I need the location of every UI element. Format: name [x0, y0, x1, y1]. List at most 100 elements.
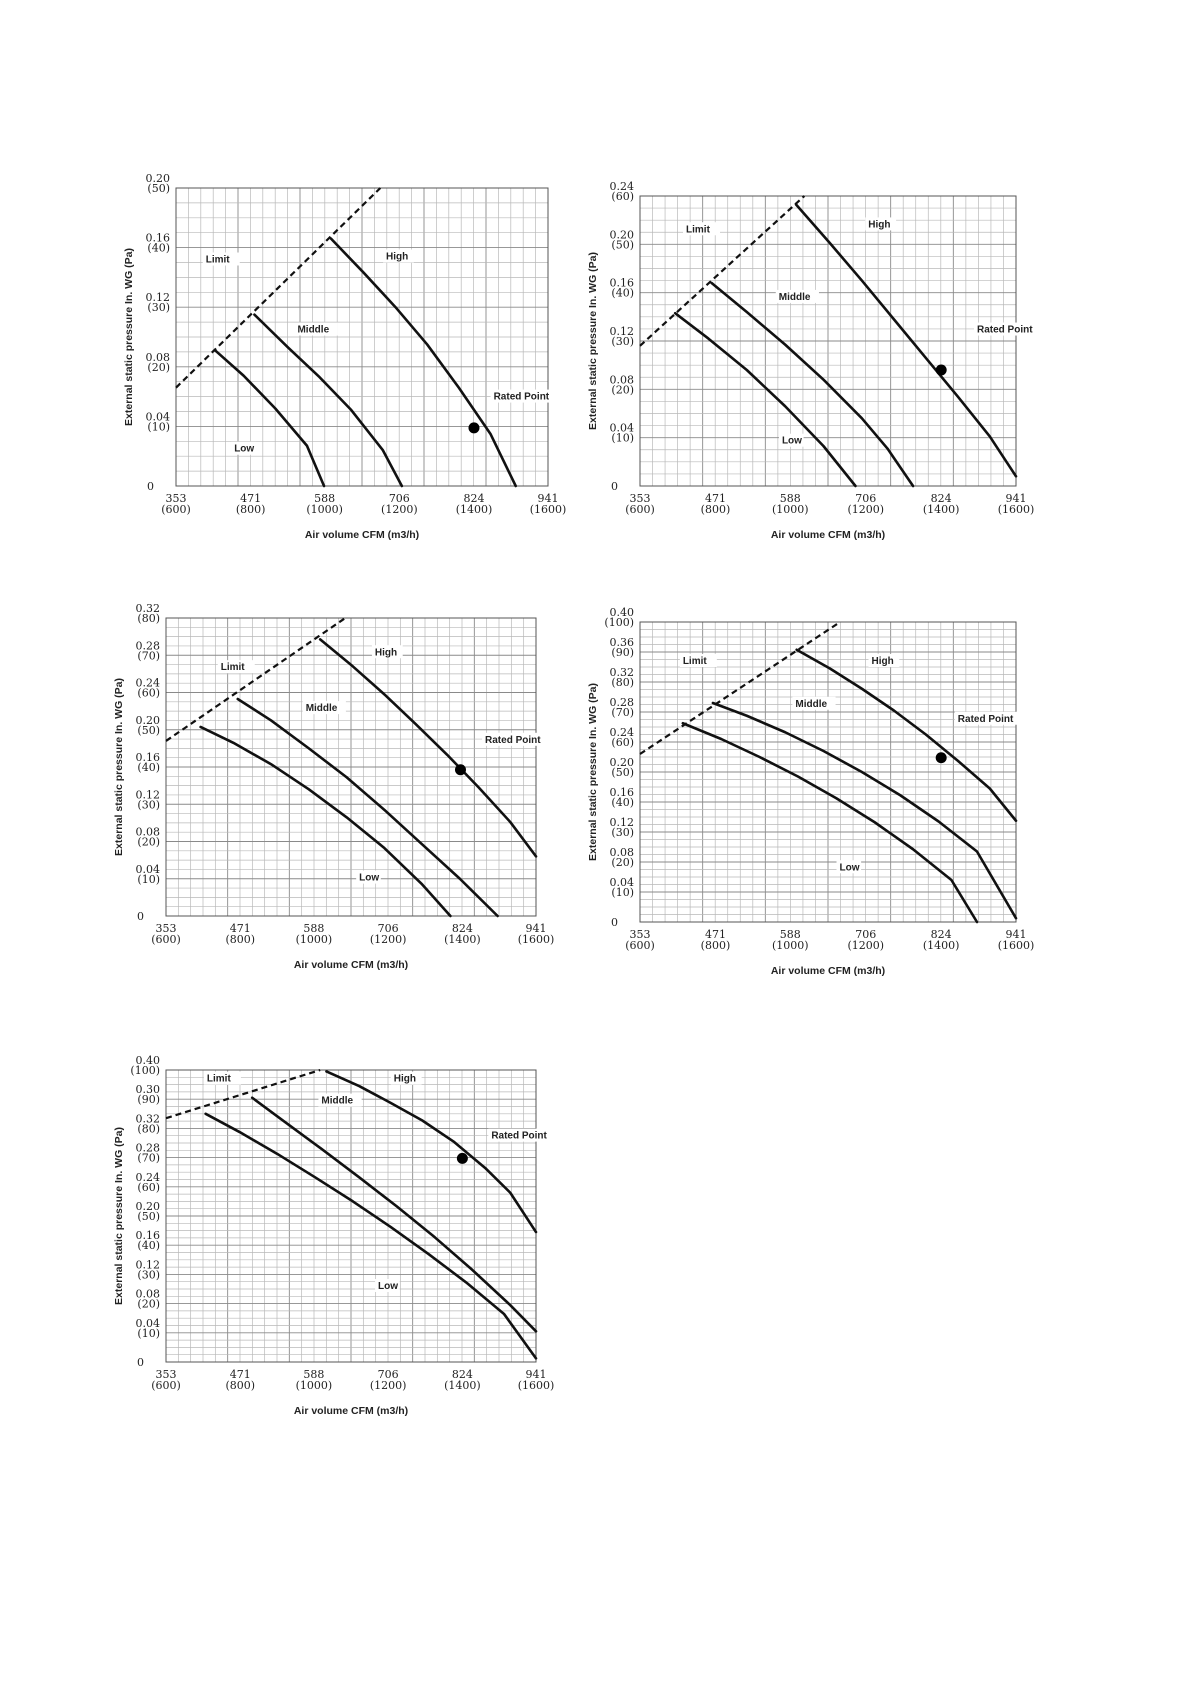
- x-tick-sublabel: (1600): [998, 503, 1035, 516]
- x-tick-sublabel: (1200): [847, 503, 884, 516]
- plot-frame: [639, 195, 1017, 487]
- x-axis-label: Air volume CFM (m3/h): [294, 1405, 408, 1417]
- rated-point-label: Rated Point: [491, 1131, 547, 1142]
- y-tick-sublabel: (30): [147, 301, 170, 314]
- y-tick-sublabel: (10): [137, 873, 160, 886]
- series-label-low-bg: [836, 860, 862, 874]
- y-tick-label: 0.30: [136, 1083, 161, 1096]
- y-tick-sublabel: (60): [137, 1181, 160, 1194]
- y-tick-sublabel: (80): [137, 612, 160, 625]
- x-tick-sublabel: (1400): [456, 503, 493, 516]
- x-tick-label: 471: [230, 1368, 251, 1381]
- series-line-middle: [236, 697, 499, 918]
- x-tick-sublabel: (1400): [923, 939, 960, 952]
- x-tick-sublabel: (1000): [772, 503, 809, 516]
- x-axis-label: Air volume CFM (m3/h): [294, 959, 408, 971]
- x-tick-label: 824: [452, 1368, 473, 1381]
- plot-frame: [639, 621, 1017, 923]
- grid: [639, 621, 1017, 923]
- x-tick-sublabel: (1400): [444, 1379, 481, 1392]
- x-axis-label: Air volume CFM (m3/h): [771, 529, 885, 541]
- limit-label-bg: [203, 1071, 241, 1085]
- y-tick-label: 0.32: [610, 666, 635, 679]
- series-label-low-bg: [231, 441, 256, 455]
- y-tick-sublabel: (60): [611, 736, 634, 749]
- x-tick-label: 706: [855, 492, 876, 505]
- y-tick-label: 0.04: [610, 422, 635, 435]
- series-label-low: Low: [782, 436, 802, 447]
- y-tick-sublabel: (20): [611, 856, 634, 869]
- series-label-high: High: [394, 1074, 416, 1085]
- series-labels: Limit High Middle Low Rated Point: [217, 645, 557, 884]
- x-axis-ticks: 353(600) 471(800) 588(1000) 706(1200) 824(14…: [151, 1368, 554, 1392]
- limit-line: [639, 195, 806, 347]
- rated-point-label-bg: [490, 389, 565, 403]
- y-tick-sublabel: (70): [611, 706, 634, 719]
- x-tick-label: 353: [166, 492, 187, 505]
- x-tick-sublabel: (800): [701, 503, 731, 516]
- y-tick-label: 0.12: [610, 325, 635, 338]
- rated-point-label-bg: [488, 1128, 563, 1142]
- series-label-high-bg: [383, 249, 414, 263]
- y-tick-sublabel: (10): [611, 886, 634, 899]
- rated-point-label: Rated Point: [494, 392, 550, 403]
- rated-point-marker: [468, 422, 480, 434]
- y-tick-label: 0.24: [610, 726, 635, 739]
- y-tick-label: 0.04: [136, 1317, 161, 1330]
- y-tick-sublabel: (40): [147, 242, 170, 255]
- x-tick-sublabel: (800): [236, 503, 266, 516]
- y-axis-ticks: 0 0.04(10) 0.08(20) 0.12(30) 0.16(40) 0.20(50…: [604, 606, 634, 929]
- y-tick-label: 0.32: [136, 602, 161, 615]
- series-line-high: [795, 648, 1018, 823]
- x-tick-label: 941: [1006, 492, 1027, 505]
- series-line-low: [204, 1112, 538, 1360]
- y-axis-ticks: 0 0.04(10) 0.08(20) 0.12(30) 0.16(40) 0.20(50…: [136, 602, 161, 923]
- y-tick-sublabel: (50): [137, 724, 160, 737]
- series-label-low-bg: [356, 870, 381, 884]
- x-tick-sublabel: (1400): [444, 933, 481, 946]
- rated-point-marker: [935, 364, 947, 376]
- y-tick-sublabel: (100): [604, 616, 634, 629]
- y-tick-label: 0.20: [136, 714, 161, 727]
- x-tick-label: 471: [705, 492, 726, 505]
- x-tick-sublabel: (600): [625, 939, 655, 952]
- y-tick-sublabel: (50): [137, 1210, 160, 1223]
- y-tick-sublabel: (50): [147, 182, 170, 195]
- y-tick-sublabel: (30): [137, 798, 160, 811]
- rated-point-label-bg: [482, 732, 557, 746]
- y-tick-sublabel: (90): [137, 1093, 160, 1106]
- rated-point-marker: [454, 764, 466, 776]
- series-label-low: Low: [359, 873, 379, 884]
- y-axis-ticks: 0 0.04(10) 0.08(20) 0.12(30) 0.16(40) 0.20(50…: [130, 1054, 160, 1369]
- y-tick-label: 0.40: [610, 606, 635, 619]
- x-tick-sublabel: (600): [161, 503, 191, 516]
- y-tick-label: 0.12: [146, 291, 171, 304]
- x-tick-label: 824: [463, 492, 484, 505]
- chart-1: 353(600) 471(800) 588(1000) 706(1200) 824(14…: [123, 172, 566, 541]
- y-tick-label: 0.28: [136, 639, 161, 652]
- x-axis-label: Air volume CFM (m3/h): [771, 965, 885, 977]
- y-tick-label: 0.12: [610, 816, 635, 829]
- series-label-high-bg: [865, 217, 897, 231]
- y-tick-label: 0: [137, 1356, 144, 1369]
- y-tick-label: 0: [137, 910, 144, 923]
- rated-point-label: Rated Point: [958, 714, 1014, 725]
- series-label-high: High: [375, 647, 397, 658]
- series-label-middle: Middle: [297, 325, 329, 336]
- x-tick-sublabel: (600): [151, 1379, 181, 1392]
- limit-label: Limit: [683, 656, 708, 667]
- x-tick-label: 706: [378, 922, 399, 935]
- chart-2: 353(600) 471(800) 588(1000) 706(1200) 824(14…: [587, 180, 1049, 541]
- series-line-middle: [711, 701, 1018, 920]
- y-tick-label: 0.20: [610, 228, 635, 241]
- chart-3: 353(600) 471(800) 588(1000) 706(1200) 824(14…: [113, 602, 557, 971]
- y-tick-label: 0.12: [136, 1258, 161, 1271]
- series-label-high: High: [868, 219, 890, 230]
- grid: [175, 187, 549, 487]
- y-tick-label: 0.36: [610, 636, 635, 649]
- y-tick-label: 0.08: [610, 373, 635, 386]
- y-tick-label: 0.16: [146, 232, 171, 245]
- series-label-middle-bg: [294, 322, 338, 336]
- y-tick-sublabel: (30): [611, 335, 634, 348]
- limit-line: [165, 1068, 321, 1120]
